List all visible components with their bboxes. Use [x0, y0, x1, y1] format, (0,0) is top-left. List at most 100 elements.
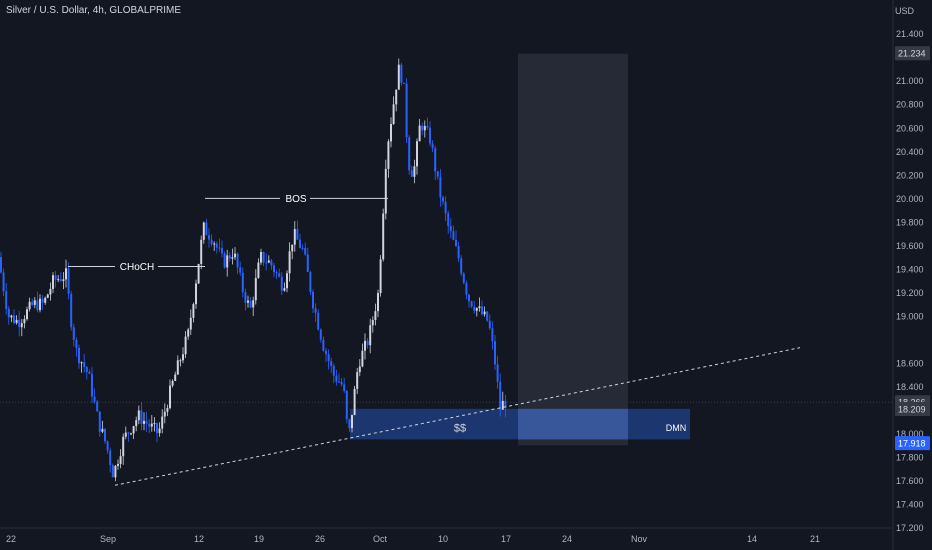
projection-box	[518, 53, 628, 446]
candle-body	[273, 265, 275, 273]
candle-body	[504, 400, 507, 408]
candle-body	[332, 365, 335, 376]
candle-body	[494, 341, 496, 365]
candle-body	[335, 375, 338, 382]
candle-body	[0, 257, 2, 273]
candle-body	[270, 260, 273, 266]
candle-body	[93, 396, 96, 402]
y-tick-label: 20.800	[896, 100, 924, 110]
candle-body	[57, 279, 60, 281]
candle-body	[358, 366, 361, 373]
candle-body	[304, 247, 307, 255]
candle-body	[143, 420, 145, 424]
candle-body	[439, 176, 442, 198]
y-tick-label: 17.400	[896, 500, 924, 510]
candle-body	[317, 312, 320, 330]
currency-label: USD	[894, 6, 914, 16]
candle-body	[353, 388, 356, 415]
candle-body	[236, 253, 239, 268]
candle-body	[390, 124, 392, 142]
y-tick-label: 21.400	[896, 29, 924, 39]
candle-body	[52, 275, 54, 289]
choch-label: CHoCH	[120, 262, 154, 273]
candle-body	[174, 374, 177, 381]
candle-body	[13, 315, 15, 323]
candle-body	[330, 361, 333, 366]
price-label-box	[895, 401, 930, 416]
candle-body	[468, 294, 470, 302]
price-label-text: 17.918	[898, 439, 926, 449]
candle-body	[119, 456, 122, 464]
x-tick-label: 19	[254, 534, 264, 544]
trendline	[114, 347, 801, 486]
y-tick-label: 18.000	[896, 429, 924, 439]
x-tick-label: 17	[501, 534, 511, 544]
y-tick-label: 20.000	[896, 194, 924, 204]
candle-body	[384, 168, 387, 214]
y-tick-label: 17.600	[896, 476, 924, 486]
candle-body	[314, 308, 317, 313]
candle-body	[379, 259, 382, 294]
candle-body	[182, 354, 184, 361]
candle-body	[486, 311, 489, 321]
candle-body	[218, 247, 221, 249]
candle-body	[41, 298, 44, 303]
candle-body	[187, 329, 190, 337]
candle-body	[215, 243, 218, 248]
candle-body	[395, 89, 398, 105]
candle-body	[473, 306, 476, 311]
y-tick-label: 19.600	[896, 241, 924, 251]
candle-body	[397, 64, 400, 90]
candle-body	[254, 277, 257, 301]
x-tick-label: 26	[315, 534, 325, 544]
candle-body	[124, 432, 127, 437]
candle-body	[478, 306, 481, 309]
candle-body	[18, 319, 21, 328]
candle-body	[197, 263, 200, 284]
candle-body	[436, 171, 439, 177]
candle-body	[132, 426, 135, 434]
candle-body	[423, 125, 426, 131]
candle-body	[26, 309, 28, 320]
candle-body	[405, 83, 408, 138]
candle-body	[325, 350, 327, 355]
candle-body	[343, 384, 346, 391]
candle-body	[161, 416, 164, 429]
candle-body	[247, 300, 249, 303]
candle-body	[429, 127, 431, 144]
y-tick-label: 19.000	[896, 311, 924, 321]
y-tick-label: 18.600	[896, 358, 924, 368]
candle-body	[366, 340, 369, 346]
candle-body	[257, 262, 260, 278]
candle-body	[228, 255, 231, 259]
candle-body	[475, 308, 478, 311]
candle-body	[371, 319, 374, 326]
candle-body	[114, 465, 117, 478]
candle-body	[299, 239, 301, 248]
candle-body	[202, 222, 205, 240]
candle-body	[137, 410, 140, 421]
candle-body	[275, 272, 278, 274]
candle-body	[33, 300, 36, 305]
candle-body	[7, 308, 10, 318]
x-tick-label: 24	[562, 534, 572, 544]
candle-body	[364, 340, 366, 351]
y-tick-label: 17.200	[896, 523, 924, 533]
candle-body	[465, 282, 468, 295]
candle-body	[91, 373, 93, 397]
candle-body	[163, 411, 166, 417]
x-tick-label: 21	[810, 534, 820, 544]
candle-body	[78, 347, 80, 364]
price-label-box	[895, 46, 930, 61]
candle-body	[176, 360, 179, 375]
candle-body	[213, 243, 216, 245]
price-label-text: 18.209	[898, 404, 926, 414]
candle-body	[377, 293, 379, 312]
candle-body	[195, 283, 197, 305]
candle-body	[223, 253, 226, 268]
candle-body	[444, 201, 447, 214]
candle-body	[306, 254, 309, 272]
candle-body	[23, 319, 26, 324]
candle-body	[278, 273, 281, 277]
